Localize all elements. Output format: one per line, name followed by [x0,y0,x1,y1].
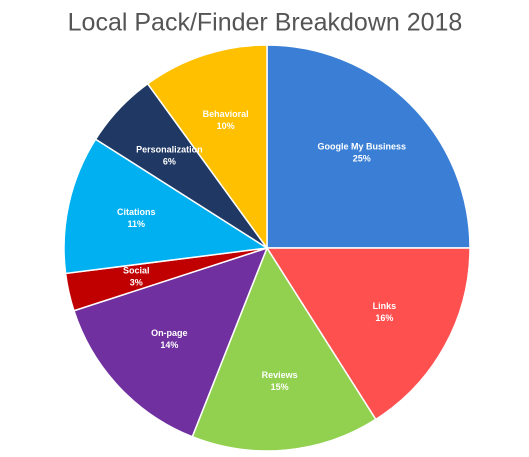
slice-value-label: 25% [353,154,371,164]
pie-slice [63,138,270,275]
slice-label: Google My Business [317,142,406,152]
pie-slice [191,246,377,452]
slice-label: Citations [117,207,156,217]
slice-label: Reviews [262,370,298,380]
slice-label: Links [373,301,397,311]
slice-label: Personalization [136,145,203,155]
slice-value-label: 6% [163,157,176,167]
pie-slice [266,44,471,249]
slice-value-label: 3% [130,278,143,288]
slice-label: Social [123,266,150,276]
slice-label: On-page [151,328,188,338]
slice-value-label: 11% [127,219,145,229]
pie-slice [265,247,471,421]
slice-value-label: 15% [271,382,289,392]
pie-slice [146,44,268,251]
slice-value-label: 16% [375,313,393,323]
slice-label: Behavioral [203,109,249,119]
chart-title: Local Pack/Finder Breakdown 2018 [68,9,463,37]
slice-value-label: 14% [160,340,178,350]
slice-value-label: 10% [217,121,235,131]
